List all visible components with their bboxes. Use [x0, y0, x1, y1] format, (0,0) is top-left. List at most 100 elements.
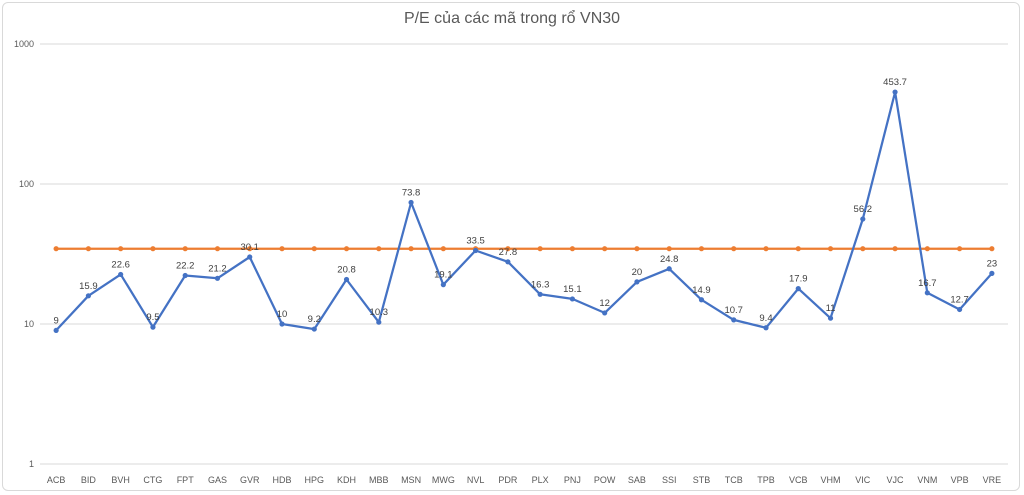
data-points: [53, 89, 995, 334]
data-point: [860, 216, 866, 222]
data-label: 73.8: [402, 187, 421, 198]
data-point: [763, 325, 769, 331]
data-point: [634, 279, 640, 285]
data-label: 12: [599, 298, 610, 309]
data-label: 56.2: [854, 204, 873, 215]
data-label: 20: [632, 267, 643, 278]
data-point: [569, 246, 576, 252]
x-tick-label: GVR: [240, 475, 260, 485]
y-tick-label: 100: [19, 179, 34, 189]
data-label: 24.8: [660, 254, 679, 265]
data-label: 453.7: [883, 77, 907, 88]
data-point: [537, 291, 543, 297]
data-point: [666, 246, 672, 252]
data-point: [634, 246, 640, 252]
y-tick-label: 10: [24, 319, 34, 329]
data-point: [311, 326, 317, 332]
data-point: [569, 296, 576, 302]
data-point: [376, 246, 382, 252]
x-tick-label: SSI: [662, 475, 677, 485]
x-tick-label: BID: [81, 475, 97, 485]
data-label: 33.5: [466, 235, 485, 246]
data-point: [827, 315, 834, 321]
data-point: [182, 272, 188, 279]
x-tick-label: VJC: [887, 475, 905, 485]
data-point: [795, 246, 801, 252]
data-label: 16.3: [531, 279, 550, 290]
data-label: 30.1: [240, 242, 259, 253]
data-point: [731, 246, 737, 252]
data-label: 12.7: [950, 294, 969, 305]
data-point: [763, 246, 769, 252]
data-point: [343, 276, 350, 283]
data-point: [214, 246, 221, 252]
data-label: 15.1: [563, 284, 582, 295]
data-point: [795, 286, 801, 292]
data-point: [311, 246, 317, 252]
x-tick-label: FPT: [177, 475, 195, 485]
data-point: [602, 310, 608, 316]
x-tick-label: PNJ: [564, 475, 581, 485]
x-tick-label: SAB: [628, 475, 646, 485]
data-point: [957, 246, 963, 252]
data-label: 10.3: [370, 307, 389, 318]
x-tick-label: BVH: [111, 475, 130, 485]
x-tick-label: TPB: [757, 475, 775, 485]
data-label: 16.7: [918, 278, 937, 289]
data-label: 22.6: [111, 259, 130, 270]
x-tick-label: CTG: [143, 475, 162, 485]
x-tick-label: POW: [594, 475, 616, 485]
data-point: [989, 270, 995, 276]
x-tick-label: VNM: [917, 475, 937, 485]
data-label: 23: [987, 258, 998, 269]
data-point: [505, 259, 511, 265]
data-point: [408, 199, 414, 206]
x-tick-label: KDH: [337, 475, 356, 485]
data-point: [150, 246, 156, 252]
data-point: [343, 246, 350, 252]
data-label: 11: [826, 303, 836, 314]
x-tick-label: VHM: [821, 475, 841, 485]
data-label: 20.8: [337, 264, 356, 275]
data-point: [85, 246, 91, 252]
data-point: [666, 266, 672, 272]
data-point: [989, 246, 995, 252]
data-point: [924, 290, 930, 296]
data-label: 21.2: [208, 263, 227, 274]
data-point: [440, 282, 446, 288]
data-point: [860, 246, 866, 252]
data-point: [537, 246, 543, 252]
data-point: [505, 246, 511, 252]
data-point: [118, 246, 124, 252]
data-label: 9: [53, 315, 58, 326]
data-point: [279, 246, 285, 252]
data-point: [957, 306, 963, 313]
x-tick-label: VIC: [855, 475, 871, 485]
x-tick-label: PDR: [498, 475, 518, 485]
data-point: [924, 246, 930, 252]
y-tick-label: 1: [29, 459, 34, 469]
x-tick-label: NVL: [467, 475, 485, 485]
grid-lines: [40, 43, 1008, 465]
data-label: 14.9: [692, 285, 711, 296]
data-point: [214, 275, 221, 281]
data-point: [408, 246, 414, 252]
data-point: [150, 324, 156, 330]
chart-title: P/E của các mã trong rổ VN30: [403, 10, 621, 27]
data-point: [85, 293, 91, 299]
y-tick-label: 1000: [14, 39, 34, 49]
data-point: [53, 246, 59, 252]
data-point: [698, 297, 705, 303]
x-tick-label: STB: [693, 475, 711, 485]
data-label: 15.9: [79, 281, 98, 292]
data-label: 9.5: [146, 312, 159, 323]
data-label: 9.4: [759, 313, 772, 324]
x-tick-label: HDB: [272, 475, 291, 485]
x-tick-label: MWG: [432, 475, 455, 485]
data-point: [892, 246, 898, 252]
y-axis-tick-labels: 1 10 100 1000: [14, 39, 34, 469]
x-tick-label: VPB: [951, 475, 969, 485]
data-label: 17.9: [789, 274, 808, 285]
